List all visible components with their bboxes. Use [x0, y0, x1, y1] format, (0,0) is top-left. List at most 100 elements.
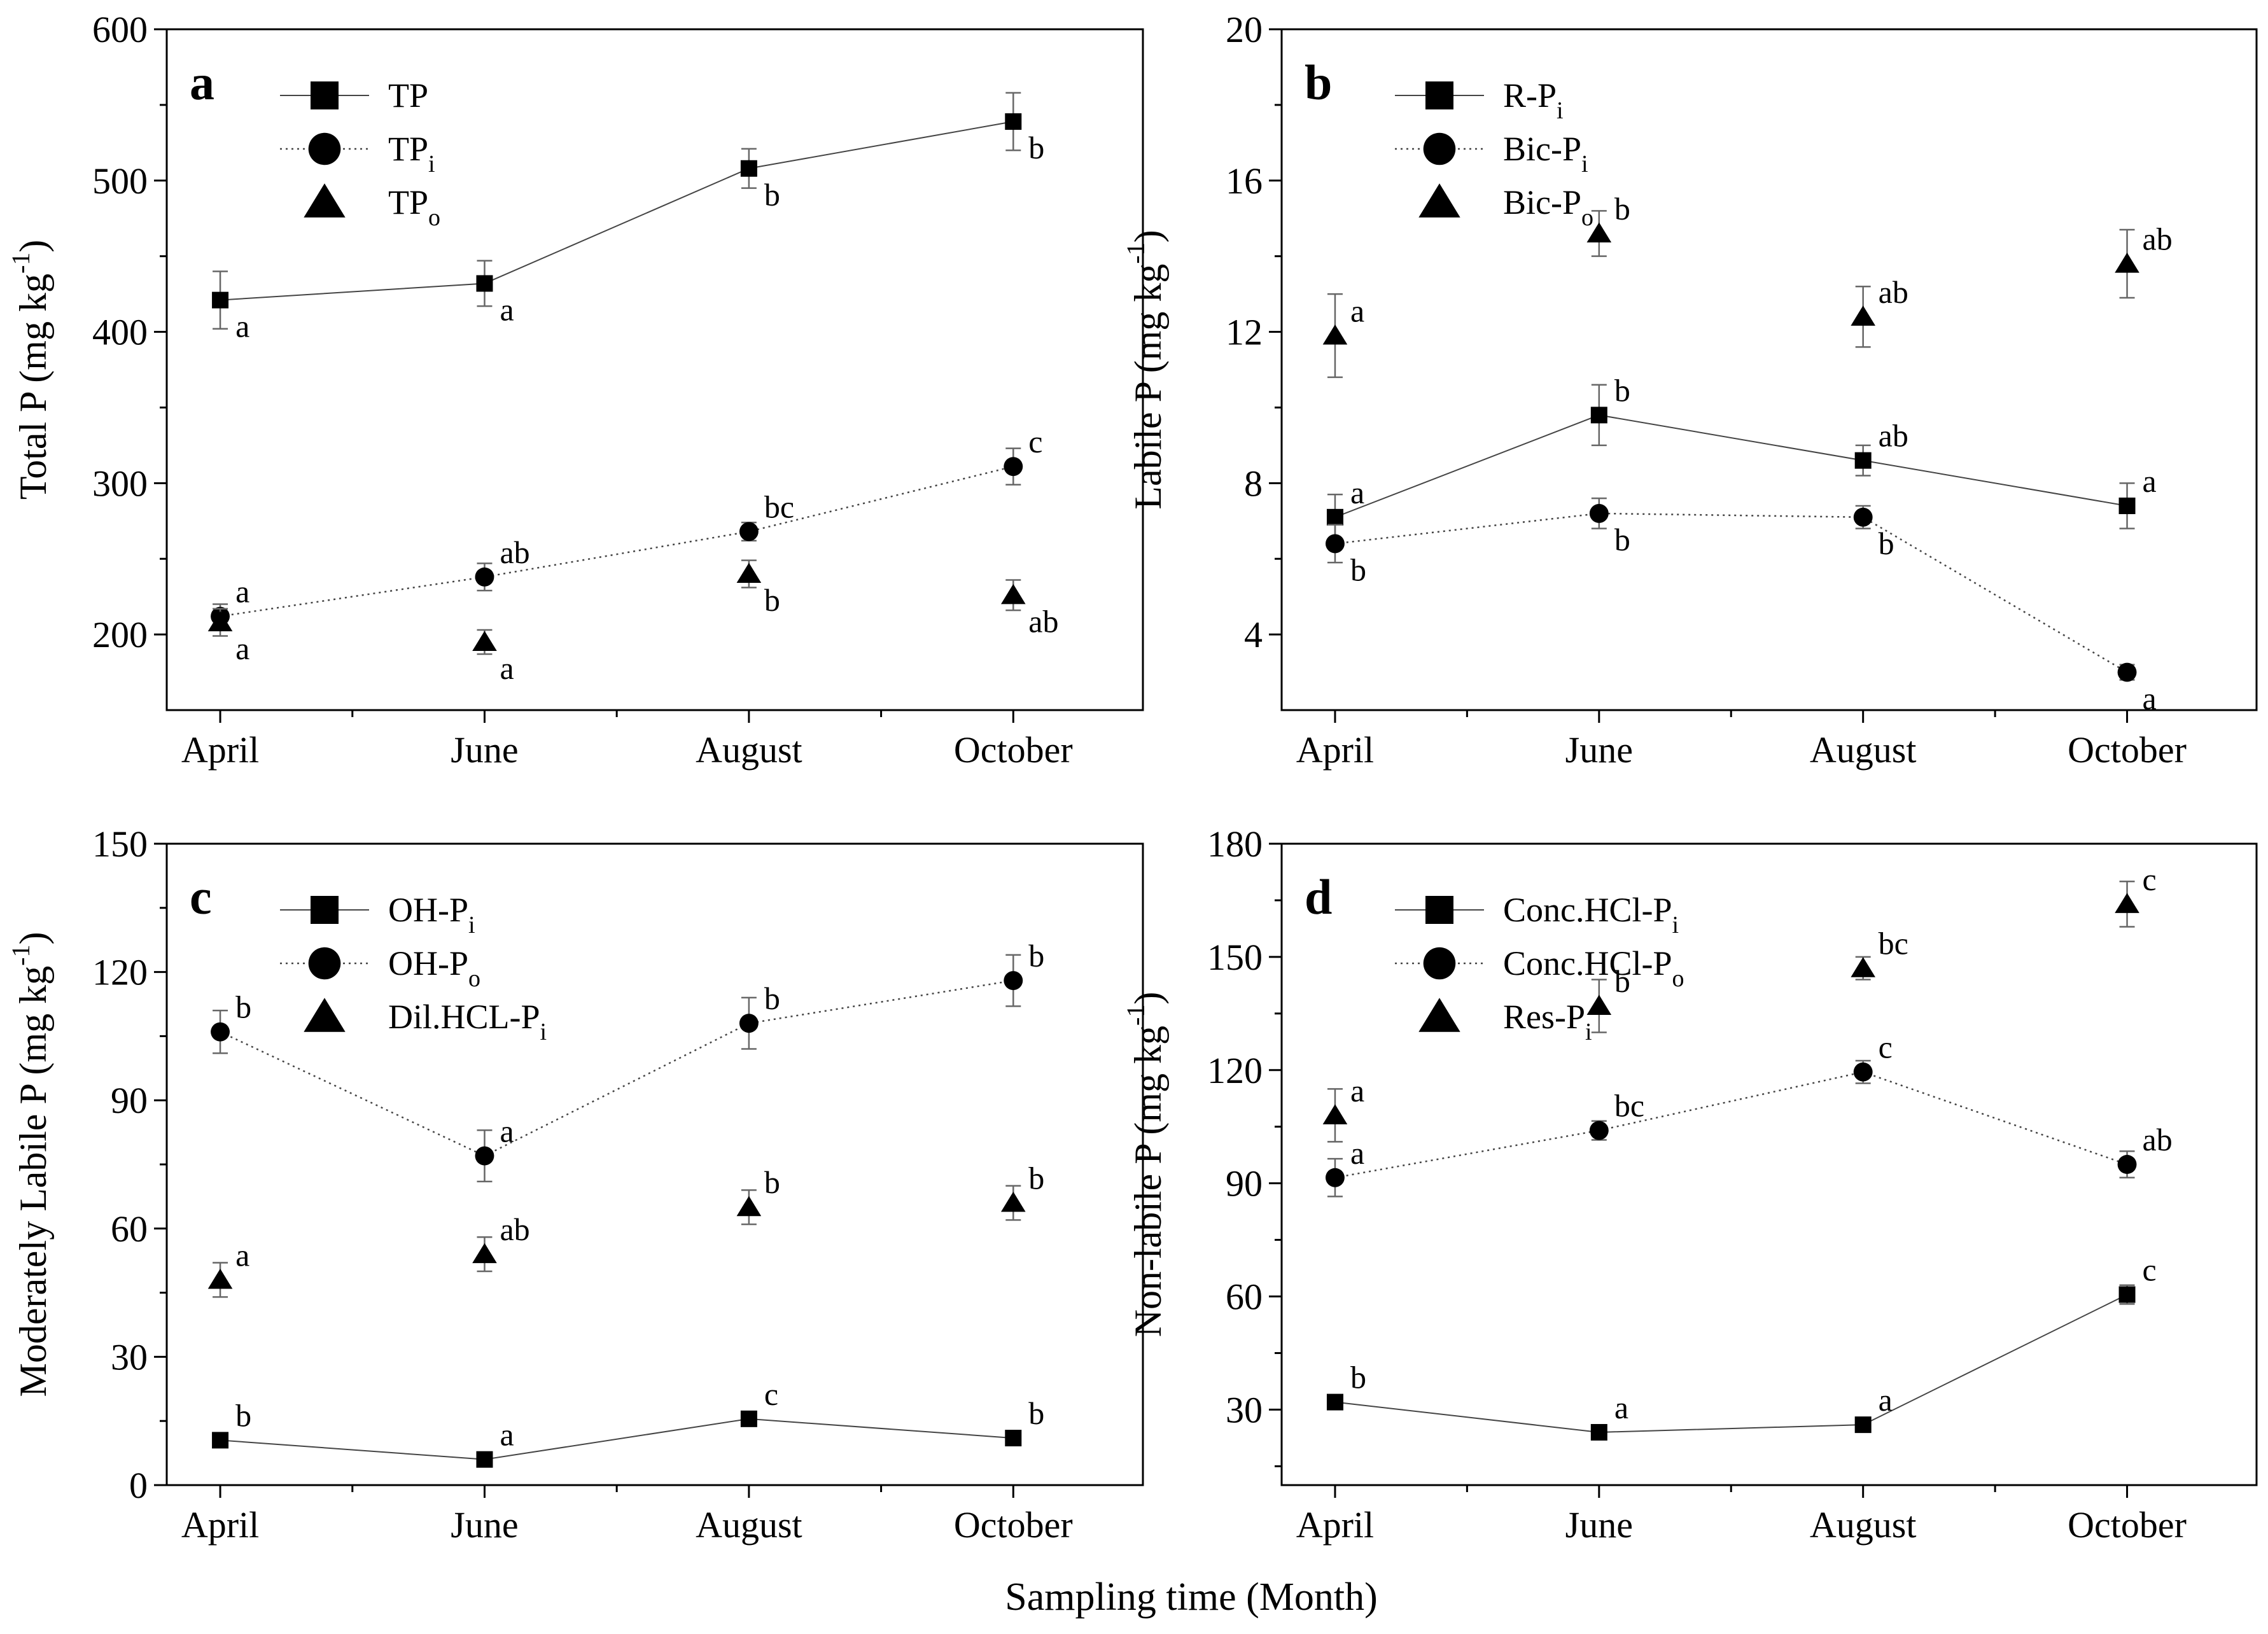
x-tick-label: October [954, 1504, 1073, 1546]
data-point [207, 1268, 233, 1289]
data-point [736, 1196, 762, 1217]
significance-label: c [2143, 1252, 2157, 1288]
series-0: a a b b [212, 92, 1044, 344]
series-1: b b b a [1326, 497, 2157, 716]
significance-label: b [1879, 526, 1894, 561]
legend-label: R-Pi [1503, 76, 1564, 124]
data-point [476, 1451, 493, 1468]
data-point [212, 1432, 229, 1449]
x-tick-label: April [181, 1504, 259, 1546]
series-line [220, 979, 1014, 1157]
data-point [739, 522, 759, 541]
y-axis-title: Moderately Labile P (mg kg-1) [6, 932, 54, 1397]
legend-marker-triangle [304, 998, 346, 1032]
x-tick-label: June [451, 729, 518, 771]
significance-label: b [1614, 372, 1630, 408]
significance-label: b [235, 989, 251, 1025]
significance-label: b [1028, 1395, 1044, 1431]
x-tick-label: August [696, 1504, 802, 1546]
significance-label: b [764, 177, 780, 213]
panel-letter: a [190, 55, 214, 110]
significance-label: b [764, 582, 780, 618]
y-tick-label: 90 [111, 1080, 148, 1121]
significance-label: a [235, 309, 249, 344]
significance-label: b [1614, 522, 1630, 557]
significance-label: a [500, 1417, 514, 1453]
significance-label: ab [1879, 418, 1908, 454]
significance-label: a [235, 631, 249, 666]
data-point [472, 631, 497, 652]
series-line [1334, 414, 2127, 518]
significance-label: a [1350, 1073, 1364, 1108]
significance-label: b [235, 1397, 251, 1433]
significance-label: b [1614, 191, 1630, 227]
legend-label: OH-Pi [388, 891, 475, 939]
legend-marker-square [311, 896, 339, 924]
y-tick-label: 12 [1226, 312, 1263, 353]
legend-label: TPo [388, 183, 440, 231]
series-2: a ab b b [207, 1160, 1044, 1298]
data-point [1004, 457, 1023, 477]
y-tick-label: 600 [92, 9, 148, 50]
significance-label: ab [500, 534, 529, 570]
x-tick-label: October [2068, 729, 2187, 771]
x-tick-label: August [696, 729, 802, 771]
legend-label: Conc.HCl-Pi [1503, 891, 1679, 939]
legend-label: Res-Pi [1503, 998, 1592, 1045]
y-tick-label: 400 [92, 312, 148, 353]
panel-letter: b [1305, 55, 1332, 110]
significance-label: a [2143, 681, 2157, 716]
y-tick-label: 4 [1244, 614, 1263, 655]
plot-frame [1280, 28, 2258, 711]
significance-label: c [1028, 424, 1042, 459]
data-point [1851, 957, 1875, 977]
x-tick-label: April [181, 729, 259, 771]
legend-label: Conc.HCl-Po [1503, 944, 1684, 992]
x-tick-label: April [1296, 729, 1374, 771]
significance-label: a [1350, 475, 1364, 510]
data-point [1322, 324, 1348, 345]
data-point [1854, 1416, 1872, 1434]
data-point [1586, 222, 1612, 243]
significance-label: a [1879, 1382, 1893, 1418]
series-2: a b bc c [1322, 862, 2157, 1143]
significance-label: a [1350, 1135, 1364, 1171]
legend-marker-triangle [304, 183, 346, 218]
plot-frame [165, 842, 1144, 1486]
x-tick-label: August [1810, 1504, 1917, 1546]
data-point [1005, 1430, 1022, 1447]
x-tick-label: June [1565, 1504, 1633, 1546]
series-1: b a b b [211, 938, 1044, 1183]
y-tick-label: 500 [92, 160, 148, 202]
significance-label: ab [1879, 274, 1908, 310]
legend-label: TP [388, 76, 428, 115]
data-point [1590, 1423, 1607, 1441]
data-point [475, 1146, 494, 1166]
significance-label: a [500, 650, 514, 686]
y-tick-label: 90 [1226, 1163, 1263, 1205]
plot-frame [165, 28, 1144, 711]
significance-label: a [1614, 1390, 1628, 1425]
data-point [1589, 1121, 1609, 1140]
data-point [736, 562, 762, 583]
legend-marker-square [1425, 896, 1453, 924]
legend-label: OH-Po [388, 944, 480, 992]
data-point [211, 1022, 230, 1042]
data-point [1005, 113, 1022, 130]
y-axis-title: Total P (mg kg-1) [6, 240, 54, 500]
data-point [1326, 1393, 1343, 1411]
legend-marker-triangle [1418, 998, 1460, 1032]
significance-label: b [1350, 1360, 1366, 1395]
y-axis-title: Labile P (mg kg-1) [1121, 230, 1169, 509]
significance-label: ab [500, 1212, 529, 1247]
data-point [475, 567, 494, 587]
significance-label: b [1028, 938, 1044, 974]
data-point [1004, 971, 1023, 990]
data-point [1000, 1191, 1026, 1212]
y-tick-label: 30 [111, 1336, 148, 1378]
y-tick-label: 120 [92, 952, 148, 993]
significance-label: c [2143, 862, 2157, 897]
data-point [1854, 452, 1872, 469]
